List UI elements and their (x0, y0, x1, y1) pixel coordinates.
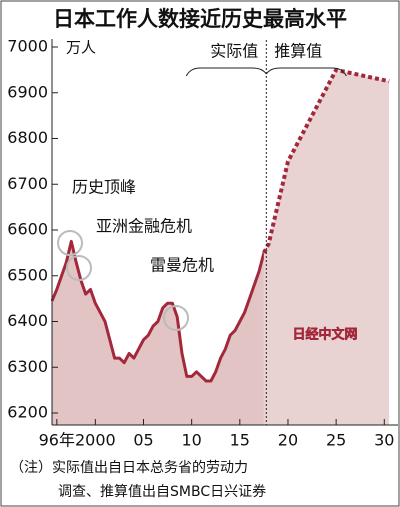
legend-bracket (185, 67, 267, 77)
annotation-circle (66, 255, 92, 281)
y-unit: 万人 (66, 39, 96, 57)
x-tick-label: 30 (374, 431, 394, 450)
annotation-circle (163, 305, 189, 331)
x-tick-label: 2000 (75, 431, 116, 450)
chart-title: 日本工作人数接近历史最高水平 (53, 7, 347, 31)
annotation: 雷曼危机 (150, 256, 214, 275)
x-tick-label: 10 (181, 431, 201, 450)
watermark: 日经中文网 (292, 327, 357, 343)
y-tick-label: 6600 (7, 220, 48, 239)
y-tick-label: 6300 (7, 357, 48, 376)
area (263, 69, 390, 426)
note: 调查、推算值出自SMBC日兴证券 (58, 484, 266, 500)
annotation: 历史顶峰 (72, 178, 136, 197)
annotation-circle (57, 230, 83, 256)
legend-label: 实际值 (210, 42, 258, 61)
y-tick-label: 6500 (7, 265, 48, 284)
x-tick-label: 20 (278, 431, 298, 450)
y-tick-label: 6700 (7, 174, 48, 193)
y-tick-label: 6800 (7, 128, 48, 147)
x-tick-label: 15 (230, 431, 250, 450)
y-tick-label: 6900 (7, 82, 48, 101)
legend-label: 推算值 (274, 42, 322, 61)
y-tick-label: 6200 (7, 403, 48, 422)
legend-bracket (265, 67, 347, 77)
x-tick-label: 25 (326, 431, 346, 450)
y-tick-label: 7000 (7, 37, 48, 56)
x-tick-label: 96年 (39, 431, 75, 450)
line (50, 239, 266, 383)
line (262, 67, 390, 254)
y-tick-label: 6400 (7, 311, 48, 330)
note: （注）实际值出自日本总务省的劳动力 (10, 460, 248, 476)
area (52, 241, 264, 425)
annotation: 亚洲金融危机 (96, 217, 192, 236)
x-tick-label: 05 (133, 431, 153, 450)
